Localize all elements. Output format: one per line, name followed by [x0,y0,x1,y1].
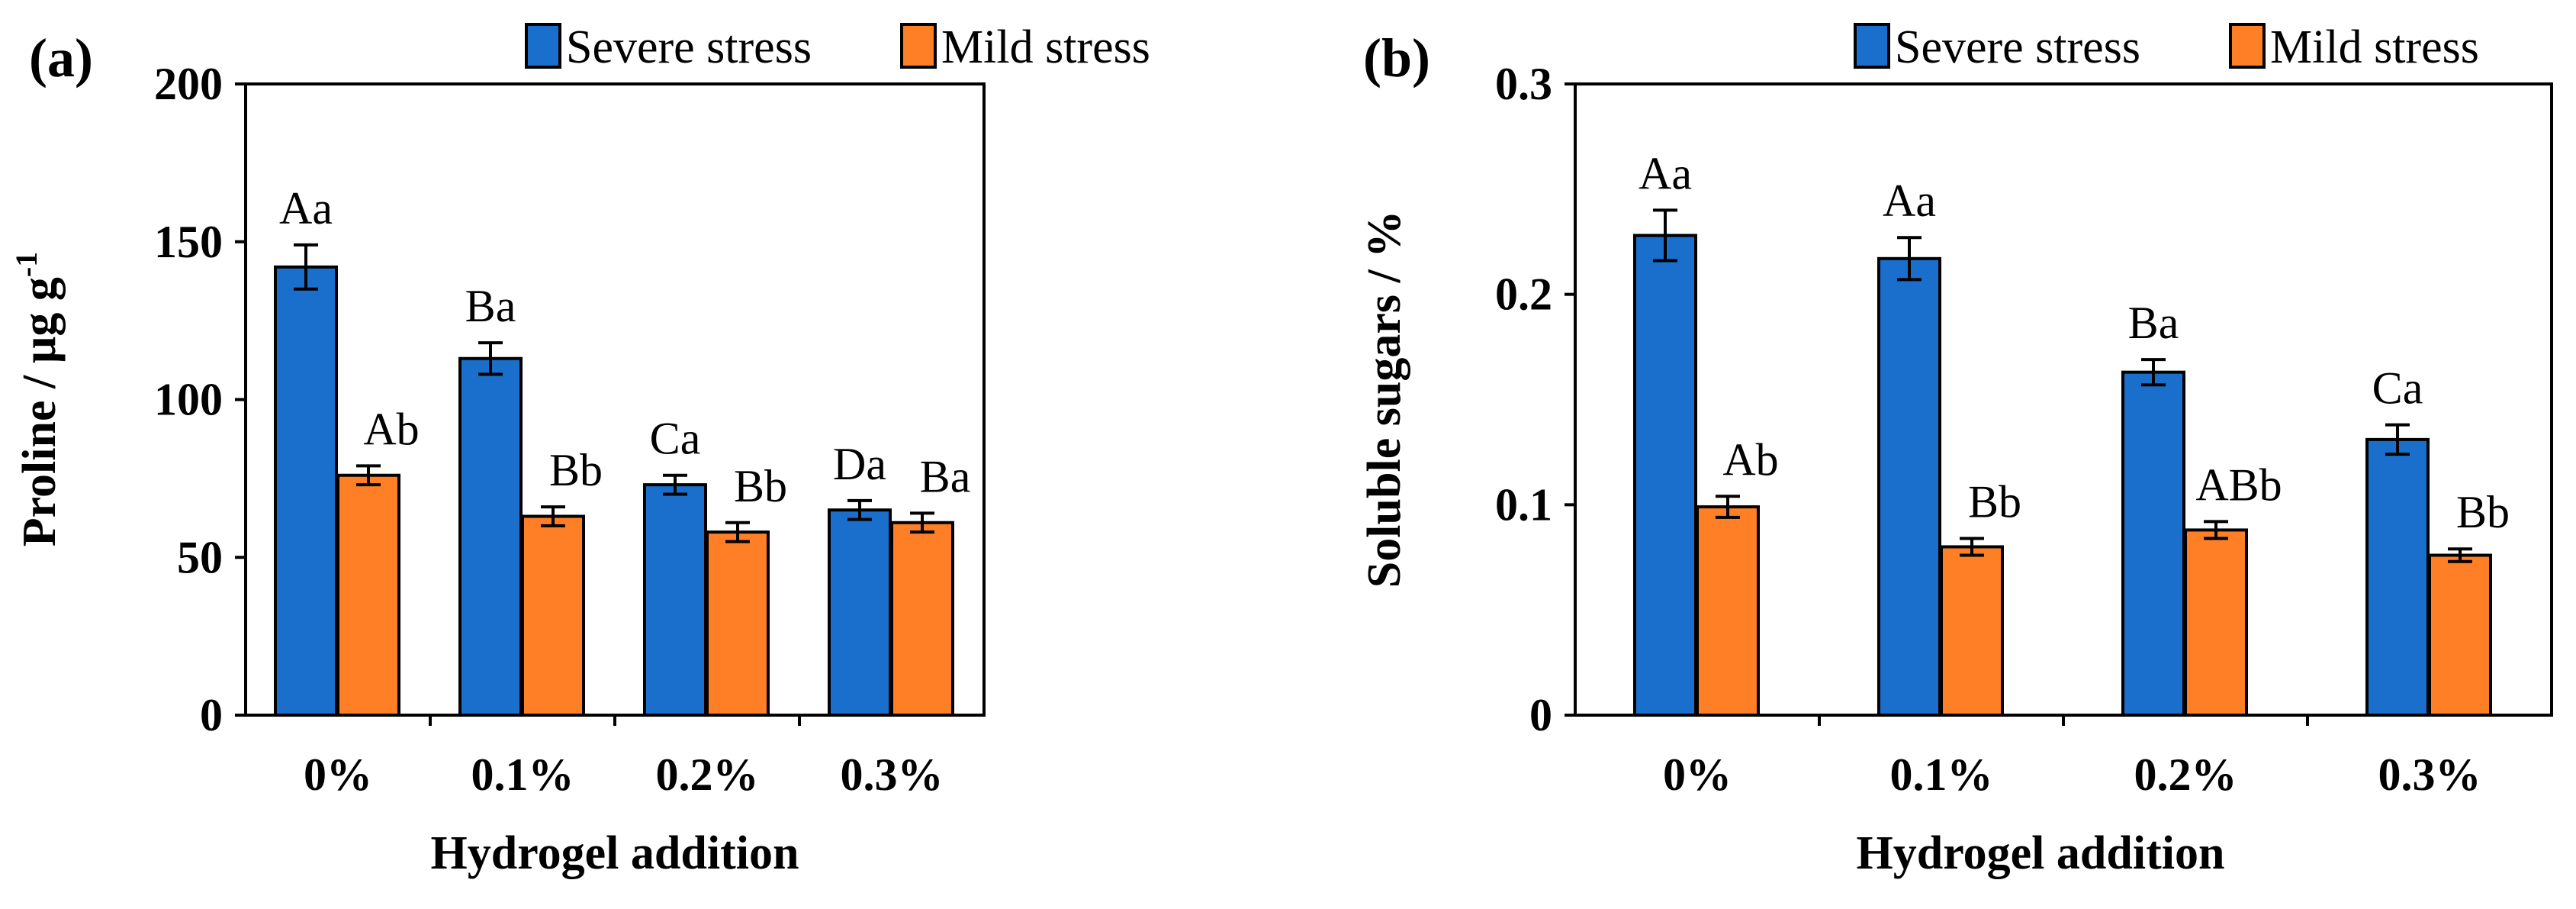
y-tick-label: 0 [1529,690,1552,740]
y-tick-label: 50 [177,532,223,582]
bar [643,483,707,717]
data-label: Bb [549,445,603,495]
panel-label: (b) [1363,27,1430,89]
chart-panel-a: 0 50 100 150 200 0% Aa Ab 0.1% Ba Bb 0.2% Ca Bb 0.3% Da… [9,21,1150,879]
y-tick-label: 200 [154,59,223,109]
legend-swatch [1854,23,1890,69]
bar [1696,505,1760,717]
data-label: Bb [734,461,787,511]
y-axis-label: Proline / µg g-1 [9,252,66,547]
panel-label: (a) [29,27,93,89]
data-label: Aa [1883,176,1936,226]
bar [890,521,954,717]
data-label: Bb [2456,487,2510,537]
y-tick-label: 0.2 [1495,269,1552,320]
y-tick-label: 0.3 [1495,59,1552,109]
bar [706,530,770,717]
data-label: Ca [2372,363,2423,414]
x-tick-label: 0.3% [2378,749,2481,800]
y-axis-label: Soluble sugars / % [1359,211,1410,588]
y-axis-label-superscript: -1 [9,252,43,277]
bar [1877,256,1941,717]
bar [1633,234,1697,717]
x-tick-label: 0.1% [1890,749,1993,800]
bar [2365,437,2430,717]
bar [2184,528,2248,717]
data-label: Ab [363,404,419,454]
x-tick-label: 0.2% [656,749,759,800]
bar [2428,553,2492,717]
data-label: Da [833,439,886,489]
data-label: Ba [920,451,971,501]
legend-label: Mild stress [941,21,1150,73]
x-tick-label: 0% [304,749,372,800]
legend-label: Severe stress [1895,21,2140,73]
data-label: Ab [1722,434,1778,485]
x-axis-label: Hydrogel addition [1857,827,2225,879]
legend-label: Severe stress [566,21,812,73]
bar [521,514,585,717]
y-tick-label: 0.1 [1495,479,1552,530]
bar [2121,370,2185,717]
data-label: Ca [650,414,701,464]
data-label: Aa [279,183,333,234]
y-tick-label: 100 [154,375,223,425]
x-tick-label: 0.3% [841,749,944,800]
legend-swatch [525,23,561,69]
bar [828,508,892,717]
y-tick-label: 150 [154,217,223,267]
bar [1940,545,2004,717]
data-label: Ba [2128,298,2179,348]
x-tick-label: 0.2% [2134,749,2237,800]
data-label: ABb [2195,459,2282,510]
bar [336,473,400,717]
legend-swatch [900,23,937,69]
bar [274,265,338,717]
data-label: Ba [465,281,516,331]
x-tick-label: 0.1% [471,749,574,800]
x-tick-label: 0% [1663,749,1732,800]
data-label: Bb [1968,476,2021,527]
legend-swatch [2229,23,2266,69]
y-tick-label: 0 [200,690,223,740]
bar [458,356,523,717]
x-axis-label: Hydrogel addition [431,827,799,879]
legend-label: Mild stress [2270,21,2479,73]
chart-panel-b: 0 0.1 0.2 0.3 0% Aa Ab 0.1% Aa Bb 0.2% Ba ABb 0.3% Ca B… [1359,21,2553,879]
data-label: Aa [1639,148,1692,198]
